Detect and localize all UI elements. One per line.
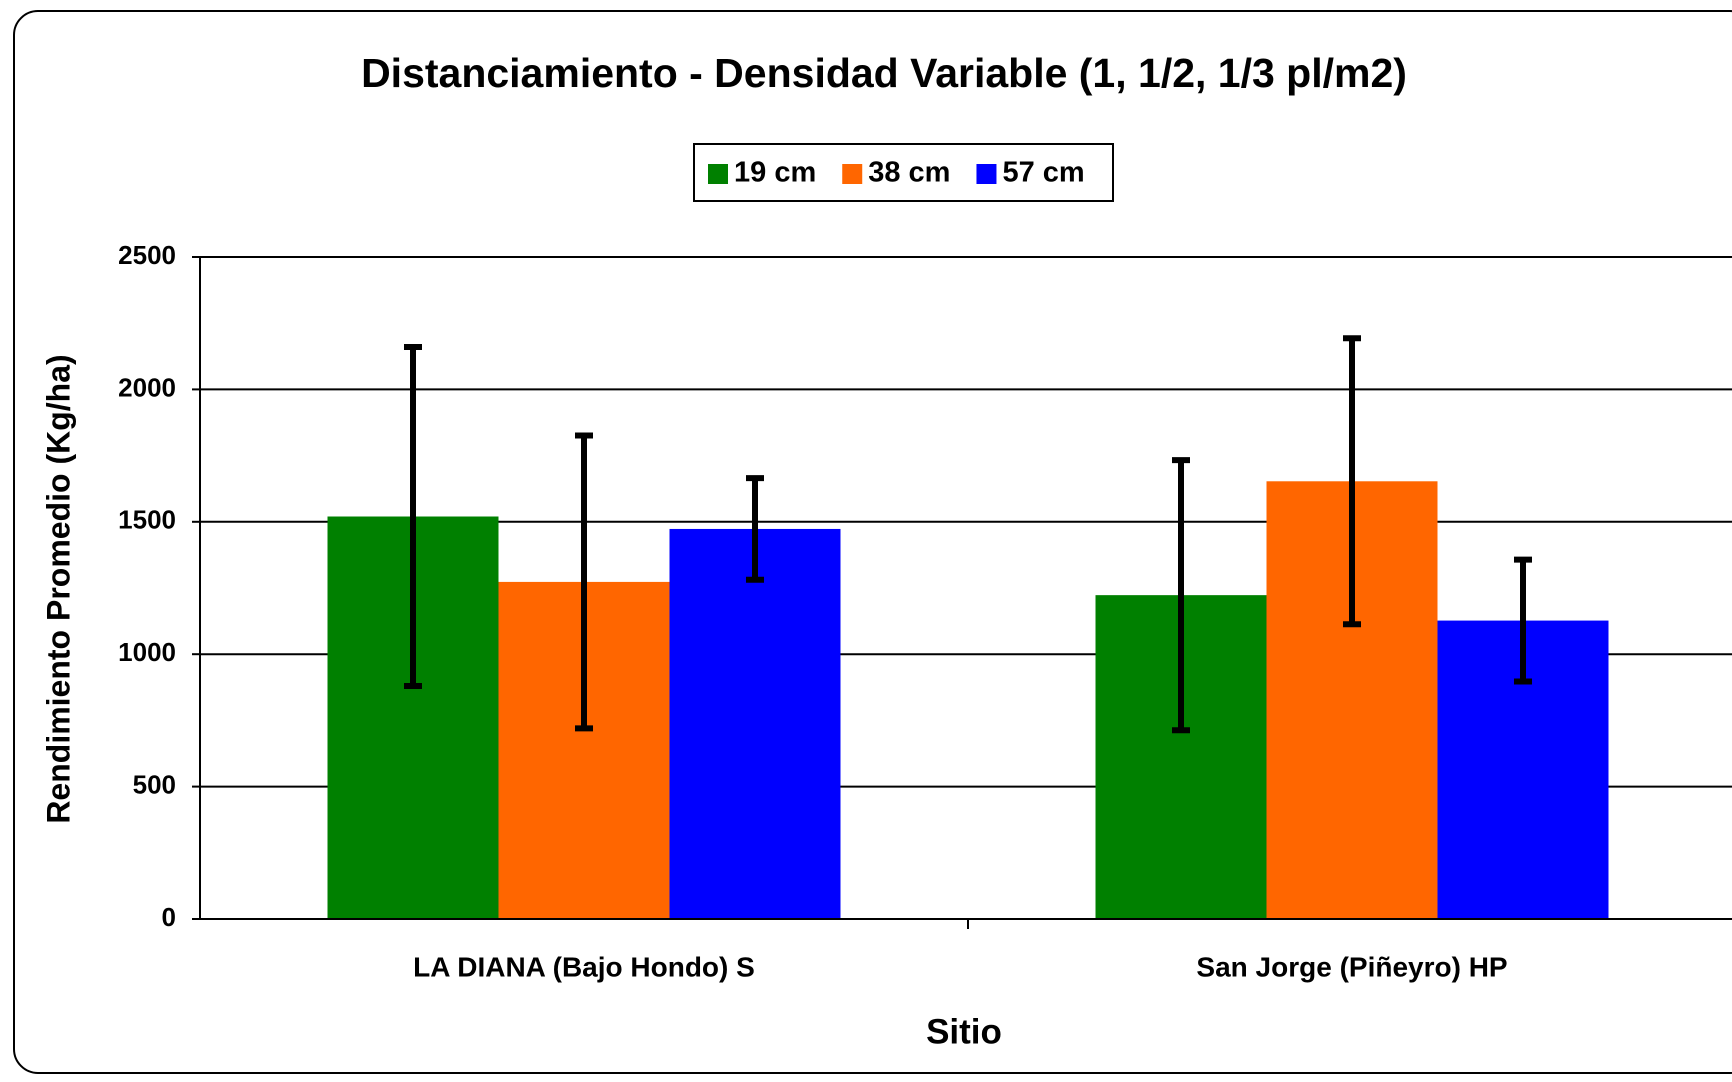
legend-label: 38 cm [868, 157, 950, 189]
legend-label: 19 cm [734, 157, 816, 189]
error-bar [1343, 335, 1361, 628]
x-tick-label: LA DIANA (Bajo Hondo) S [413, 951, 755, 982]
legend-swatch [708, 164, 728, 184]
x-tick-label: San Jorge (Piñeyro) HP [1196, 951, 1507, 982]
y-tick-label: 2500 [118, 240, 176, 270]
y-tick-label: 500 [133, 769, 176, 799]
chart-title: Distanciamiento - Densidad Variable (1, … [361, 50, 1407, 96]
y-axis-title: Rendimiento Promedio (Kg/ha) [40, 354, 76, 823]
legend-label: 57 cm [1002, 157, 1084, 189]
error-bar [746, 475, 764, 583]
y-tick-label: 2000 [118, 372, 176, 402]
y-tick-label: 1000 [118, 637, 176, 667]
legend-swatch [976, 164, 997, 184]
error-bar [575, 432, 593, 732]
x-axis-title: Sitio [926, 1012, 1002, 1051]
error-bar [1514, 556, 1532, 685]
y-tick-label: 0 [162, 902, 176, 932]
legend [693, 143, 1114, 202]
y-tick-label: 1500 [118, 505, 176, 535]
error-bar [404, 344, 422, 689]
error-bar [1172, 457, 1190, 734]
legend-swatch [842, 164, 863, 184]
bar [669, 528, 841, 919]
